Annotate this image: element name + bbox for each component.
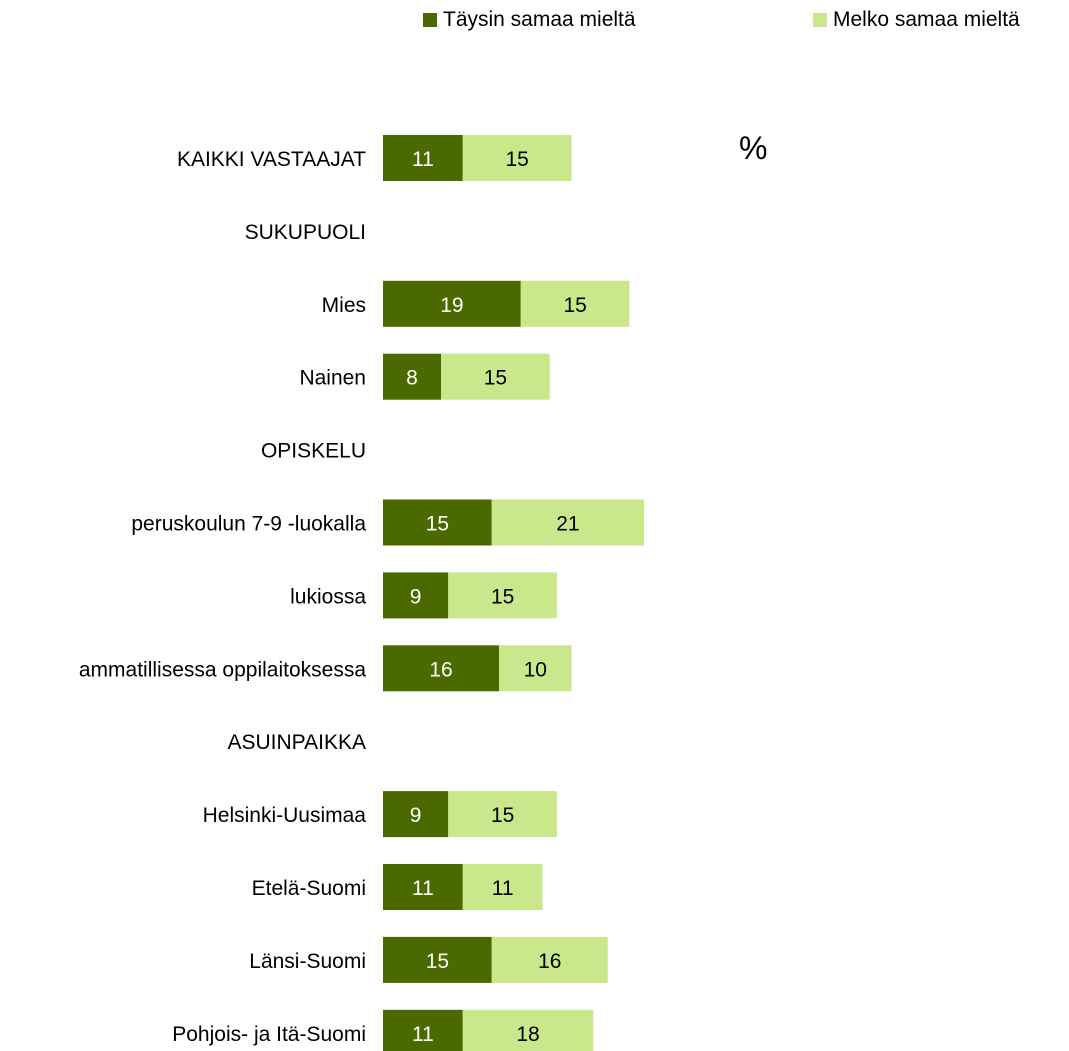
bar-taysin	[383, 864, 463, 910]
bar-taysin	[383, 1009, 463, 1051]
bar-taysin	[383, 936, 492, 983]
category-label: Helsinki-Uusimaa	[203, 804, 367, 827]
bar-melko	[462, 135, 572, 181]
category-label: Pohjois- ja Itä-Suomi	[172, 1023, 366, 1046]
legend-swatch-melko	[813, 13, 827, 27]
bar-melko	[462, 864, 543, 910]
legend-label-melko: Melko samaa mieltä	[833, 8, 1020, 31]
data-label: 10	[524, 658, 547, 681]
category-label: peruskoulun 7-9 -luokalla	[131, 513, 366, 536]
bar-melko	[448, 572, 557, 619]
data-label: 11	[412, 148, 434, 171]
bar-melko	[462, 1009, 594, 1051]
data-label: 18	[516, 1023, 539, 1046]
data-label: 15	[484, 367, 507, 390]
bar-melko	[499, 645, 572, 692]
data-label: 15	[426, 513, 449, 536]
bar-taysin	[383, 572, 449, 619]
bar-taysin	[383, 353, 441, 400]
category-label: SUKUPUOLI	[245, 221, 366, 244]
unit-label: %	[739, 130, 768, 166]
data-label: 11	[412, 1023, 434, 1046]
category-label: ASUINPAIKKA	[228, 731, 367, 754]
data-label: 16	[429, 658, 452, 681]
category-label: Nainen	[299, 367, 366, 390]
category-label: OPISKELU	[261, 440, 366, 463]
bar-taysin	[383, 499, 492, 546]
bar-melko	[448, 791, 557, 838]
legend-item-taysin: Täysin samaa mieltä	[423, 8, 636, 32]
category-label: Etelä-Suomi	[252, 877, 366, 900]
category-label: Länsi-Suomi	[249, 950, 366, 973]
data-label: 21	[556, 513, 579, 536]
data-label: 15	[491, 585, 514, 608]
legend-item-melko: Melko samaa mieltä	[813, 8, 1020, 32]
data-label: 9	[410, 804, 422, 827]
data-label: 8	[406, 367, 418, 390]
bar-taysin	[383, 645, 499, 692]
category-label: KAIKKI VASTAAJAT	[177, 148, 366, 171]
data-label: 11	[492, 877, 514, 900]
data-label: 15	[505, 148, 528, 171]
bar-taysin	[383, 280, 521, 327]
data-label: 16	[538, 950, 561, 973]
legend-label-taysin: Täysin samaa mieltä	[443, 8, 636, 31]
bar-melko	[441, 353, 550, 400]
bar-melko	[491, 936, 608, 983]
data-label: 15	[563, 294, 586, 317]
category-label: ammatillisessa oppilaitoksessa	[79, 658, 366, 681]
bar-taysin	[383, 135, 463, 181]
data-label: 19	[440, 294, 463, 317]
category-label: Mies	[322, 294, 366, 317]
data-label: 11	[412, 877, 434, 900]
bar-melko	[520, 280, 630, 327]
data-label: 15	[426, 950, 449, 973]
category-label: lukiossa	[290, 585, 366, 608]
data-label: 9	[410, 585, 422, 608]
bar-taysin	[383, 791, 449, 838]
bar-melko	[491, 499, 644, 546]
legend-swatch-taysin	[423, 13, 437, 27]
data-label: 15	[491, 804, 514, 827]
